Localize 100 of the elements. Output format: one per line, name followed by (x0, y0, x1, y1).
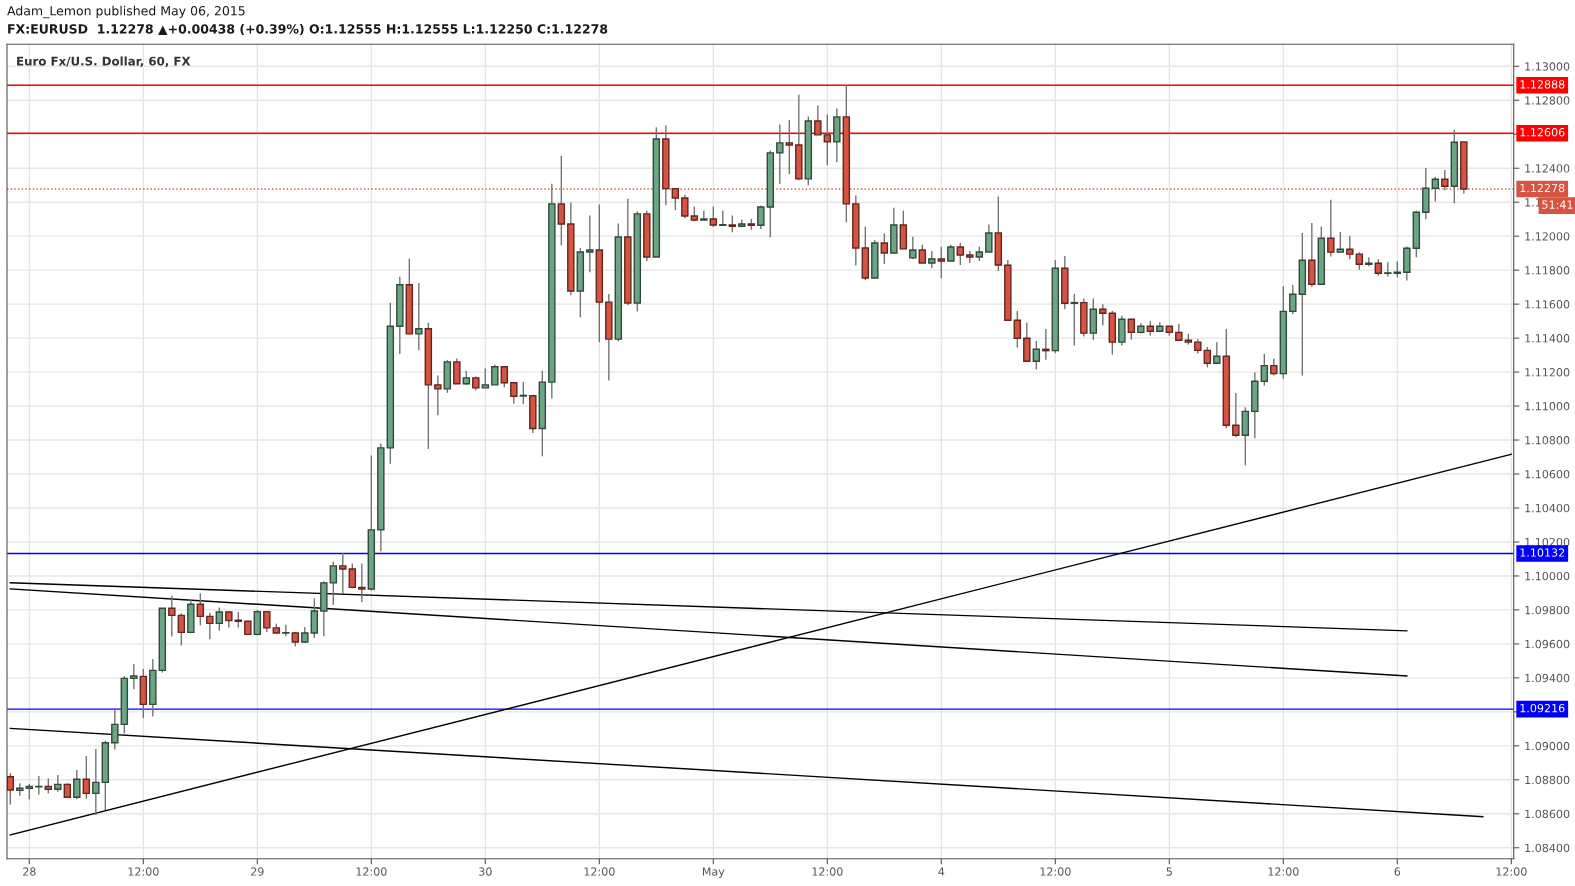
candlestick (453, 357, 461, 385)
y-tick-label: 1.08400 (1525, 843, 1570, 853)
x-tick-label: 4 (938, 867, 945, 876)
y-tick-label: 1.10000 (1525, 571, 1570, 581)
candlestick (82, 755, 91, 800)
candlestick (491, 364, 499, 386)
candlestick (310, 597, 319, 639)
candlestick (1289, 284, 1297, 316)
x-tick-label: 12:00 (1040, 867, 1071, 876)
x-tick-label: 12:00 (356, 867, 387, 876)
candlestick (719, 209, 727, 227)
chart-title: Adam_Lemon published May 06, 2015 (7, 5, 245, 19)
candlestick (358, 562, 366, 603)
candlestick (7, 772, 15, 806)
candlestick (1384, 261, 1392, 278)
y-tick-label: 1.12400 (1525, 164, 1570, 173)
candlestick (111, 708, 119, 751)
y-tick-label: 1.13000 (1525, 62, 1570, 71)
y-tick-label: 1.08800 (1525, 775, 1570, 785)
x-tick-label: 12:00 (812, 867, 843, 876)
y-tick-label: 1.10200 (1525, 537, 1570, 547)
candlestick (1118, 315, 1126, 347)
candlestick (985, 223, 993, 253)
ref-line-label: 1.12888 (1520, 80, 1565, 89)
candlestick (1013, 310, 1022, 349)
x-tick-label: 30 (479, 867, 492, 876)
x-tick-label: 29 (251, 867, 264, 876)
x-tick-label: 12:00 (128, 867, 159, 876)
x-tick-label: 12:00 (1268, 867, 1299, 876)
candlestick (1403, 245, 1411, 282)
candlestick (1260, 353, 1269, 387)
candlestick (681, 194, 689, 220)
candlestick (823, 113, 832, 167)
y-tick-label: 1.10600 (1525, 469, 1570, 479)
y-tick-label: 1.10400 (1525, 503, 1570, 513)
y-tick-label: 1.11800 (1525, 266, 1570, 275)
x-tick-label: May (702, 867, 725, 878)
candlestick (519, 381, 528, 405)
candlestick (1032, 340, 1041, 371)
candlestick (253, 609, 262, 637)
candlestick (1232, 392, 1240, 439)
candlestick (1127, 318, 1136, 341)
candlestick (16, 782, 24, 797)
candlestick (700, 209, 708, 221)
candlestick (206, 611, 214, 641)
candlestick (1023, 321, 1031, 362)
candlestick (1241, 406, 1250, 467)
candlestick (1431, 176, 1440, 203)
candlestick (348, 562, 357, 590)
candlestick (1336, 231, 1345, 253)
y-tick-label: 1.12800 (1525, 96, 1570, 105)
candlestick (1070, 293, 1079, 347)
candlestick (880, 232, 889, 265)
candlestick (1327, 199, 1335, 258)
x-tick-label: 6 (1394, 867, 1401, 876)
candlestick (1422, 167, 1430, 220)
y-tick-label: 1.11600 (1525, 300, 1570, 309)
y-tick-label: 1.11400 (1525, 334, 1570, 343)
candlestick (263, 610, 271, 633)
candlestick (130, 663, 138, 690)
ref-line-label: 1.12606 (1520, 128, 1565, 137)
candlestick (776, 123, 784, 185)
candlestick (909, 235, 917, 260)
candlestick (1203, 346, 1212, 369)
chart-subtitle: FX:EURUSD 1.12278 ▲+0.00438 (+0.39%) O:1.12555 H:1.12555 L:1.12250 C:1.12278 (8, 23, 608, 36)
candlestick (1346, 235, 1354, 260)
candlestick (785, 119, 794, 176)
candlestick (215, 606, 224, 632)
candlestick (1365, 256, 1373, 267)
candlestick (814, 104, 822, 136)
candlestick (196, 592, 205, 627)
x-tick-label: 12:00 (584, 867, 615, 876)
candlestick (415, 282, 423, 351)
x-tick-label: 28 (23, 867, 36, 876)
candlestick (54, 774, 62, 793)
candlestick (92, 748, 100, 816)
y-tick-label: 1.11200 (1525, 368, 1570, 377)
candlestick (1089, 297, 1098, 341)
candlestick (510, 382, 518, 405)
candlestick (168, 594, 176, 638)
candlestick (73, 769, 81, 801)
candlestick (434, 374, 442, 416)
text: 51:41 (1542, 200, 1573, 209)
candlestick (177, 612, 186, 647)
candlestick (481, 367, 490, 389)
y-tick-label: 1.09000 (1525, 741, 1570, 751)
candlestick (937, 246, 946, 279)
y-tick-label: 1.09600 (1525, 639, 1570, 649)
y-tick-label: 1.10800 (1525, 436, 1570, 445)
candlestick (966, 250, 974, 264)
ref-line-label: 1.10132 (1520, 548, 1565, 557)
ref-line-label: 1.09216 (1520, 703, 1565, 713)
candlestick (928, 250, 936, 269)
candlestick (500, 365, 509, 388)
candlestick (899, 209, 908, 250)
x-tick-label: 5 (1166, 867, 1172, 876)
candlestick (918, 243, 927, 264)
candlestick (586, 214, 594, 274)
x-tick-label: 12:00 (1496, 867, 1527, 876)
candlestick (282, 624, 290, 637)
